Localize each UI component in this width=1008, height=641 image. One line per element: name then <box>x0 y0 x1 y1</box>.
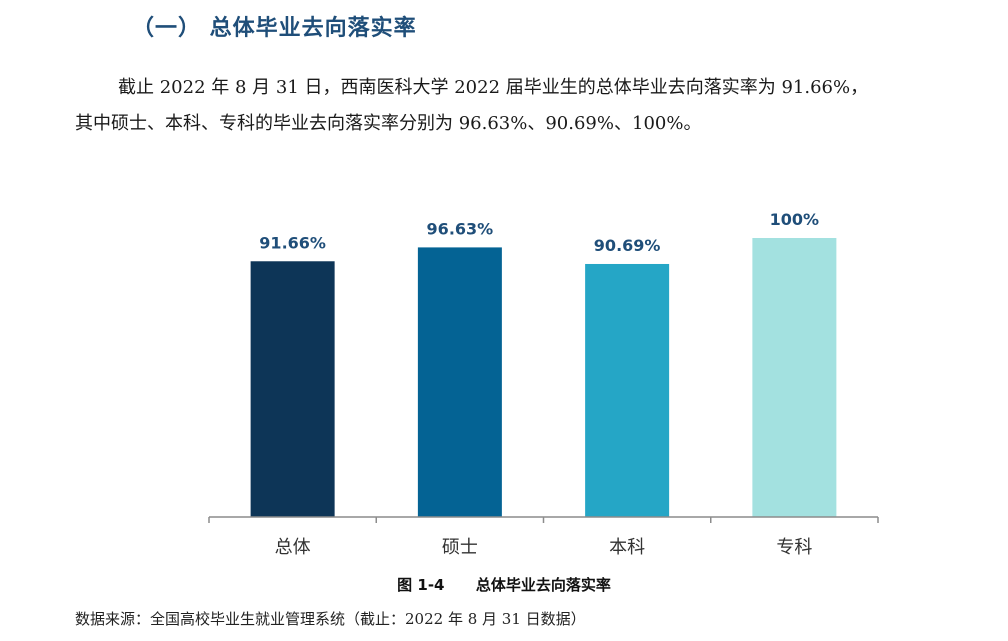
summary-line-1: 截止 2022 年 8 月 31 日，西南医科大学 2022 届毕业生的总体毕业… <box>118 77 869 98</box>
data-label-1: 96.63% <box>427 219 494 238</box>
category-label-2: 本科 <box>609 537 645 558</box>
data-source-note: 数据来源：全国高校毕业生就业管理系统（截止：2022 年 8 月 31 日数据） <box>75 610 586 628</box>
bar-1 <box>417 247 502 518</box>
category-label-0: 总体 <box>275 537 311 558</box>
figure-caption: 图 1-4 总体毕业去向落实率 <box>397 576 611 594</box>
data-label-2: 90.69% <box>594 236 661 255</box>
summary-line-2: 其中硕士、本科、专科的毕业去向落实率分别为 96.63%、90.69%、100%… <box>75 113 702 134</box>
section-heading: （一） 总体毕业去向落实率 <box>132 16 417 41</box>
category-label-3: 专科 <box>776 537 812 558</box>
data-label-3: 100% <box>770 210 819 229</box>
bar-2 <box>585 263 670 517</box>
summary-paragraph: 截止 2022 年 8 月 31 日，西南医科大学 2022 届毕业生的总体毕业… <box>75 70 975 142</box>
data-label-0: 91.66% <box>259 233 326 252</box>
bar-3 <box>752 238 837 517</box>
bar-0 <box>250 261 335 517</box>
category-label-1: 硕士 <box>442 537 478 558</box>
bar-chart: 91.66% 总体 96.63% 硕士 90.69% 本科 100% 专科 <box>208 210 879 558</box>
